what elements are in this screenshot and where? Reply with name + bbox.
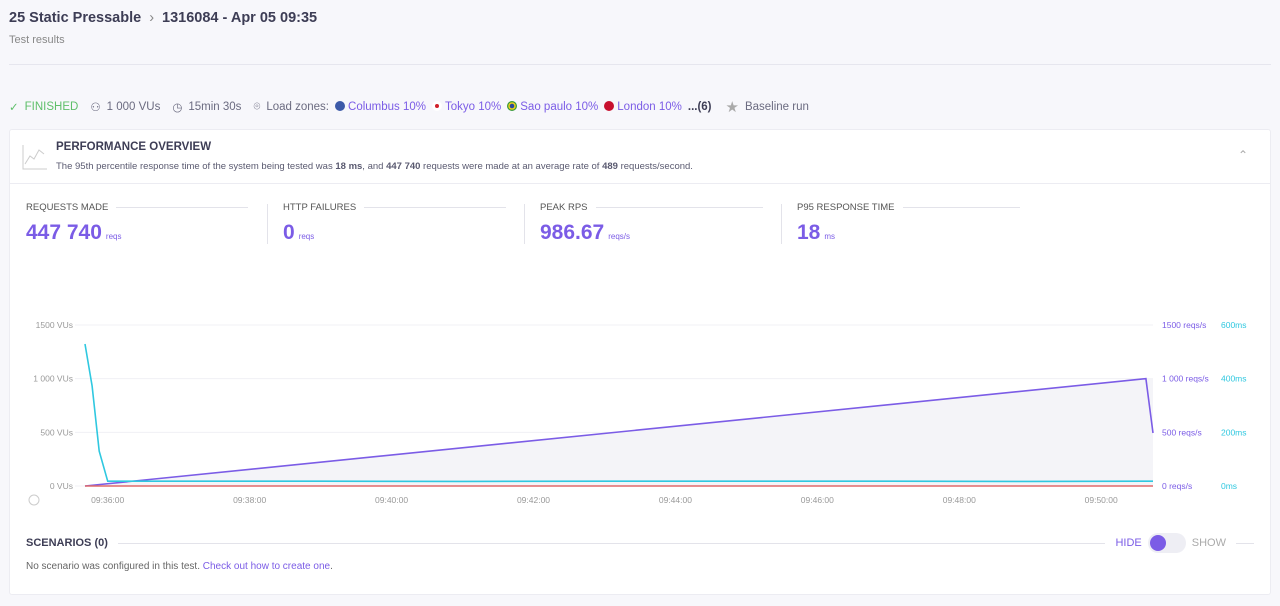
scenarios-title: SCENARIOS (0) [26, 537, 108, 549]
load-zone[interactable]: Columbus 10% [335, 101, 426, 113]
chart-icon [22, 145, 47, 170]
create-scenario-link[interactable]: Check out how to create one [202, 561, 331, 572]
uk-flag-icon [604, 101, 615, 111]
y-right-tick-label: 200ms [1221, 427, 1247, 437]
location-icon: ⌾ [253, 100, 261, 113]
overview-summary: The 95th percentile response time of the… [56, 161, 693, 172]
series-line-request-rate [84, 377, 1154, 487]
breadcrumb-run: 1316084 - Apr 05 09:35 [162, 10, 318, 26]
scenarios-toggle[interactable] [1147, 533, 1186, 553]
x-tick-label: 09:42:00 [517, 495, 550, 505]
load-zone[interactable]: Sao paulo 10% [507, 101, 598, 113]
x-tick-label: 09:46:00 [801, 495, 834, 505]
chevron-up-icon[interactable]: ⌃ [1237, 148, 1248, 162]
metric-requests: REQUESTS MADE 447 740 reqs [26, 202, 248, 245]
chevron-right-icon: › [149, 10, 155, 26]
duration: 15min 30s [188, 101, 242, 113]
breadcrumb-project[interactable]: 25 Static Pressable [9, 10, 142, 26]
y-tick-label: 500 VUs [40, 427, 73, 437]
baseline-run[interactable]: Baseline run [744, 101, 809, 113]
show-label[interactable]: SHOW [1191, 537, 1226, 549]
user-icon: ⚇ [90, 102, 101, 114]
divider [267, 204, 268, 244]
no-scenarios-text: No scenario was configured in this test.… [26, 561, 333, 572]
scenarios-header: SCENARIOS (0) HIDE SHOW [26, 533, 1254, 553]
breadcrumb: 25 Static Pressable › 1316084 - Apr 05 0… [9, 10, 317, 26]
x-tick-label: 09:40:00 [375, 495, 408, 505]
hide-label[interactable]: HIDE [1115, 537, 1142, 549]
divider [781, 204, 782, 244]
page-subtitle: Test results [9, 34, 65, 46]
y-right-tick-label: 1500 reqs/s [1162, 320, 1206, 330]
japan-flag-icon [432, 101, 442, 111]
check-circle-icon: ✓ [9, 102, 19, 114]
performance-card: PERFORMANCE OVERVIEW The 95th percentile… [9, 129, 1271, 595]
divider [524, 204, 525, 244]
more-zones[interactable]: ...(6) [687, 101, 712, 113]
page-header: 25 Static Pressable › 1316084 - Apr 05 0… [9, 10, 317, 46]
divider [9, 64, 1271, 65]
metric-http-failures: HTTP FAILURES 0 reqs [283, 202, 506, 245]
x-tick-label: 09:36:00 [91, 495, 124, 505]
load-zones-label: Load zones: [266, 101, 330, 113]
load-zone[interactable]: Tokyo 10% [432, 101, 501, 113]
clock-icon [28, 494, 40, 506]
x-tick-label: 09:44:00 [659, 495, 692, 505]
overview-title: PERFORMANCE OVERVIEW [56, 141, 212, 153]
metric-peak-rps: PEAK RPS 986.67 reqs/s [540, 202, 763, 245]
status-bar: ✓ FINISHED ⚇ 1 000 VUs ◷ 15min 30s ⌾ Loa… [9, 98, 809, 116]
performance-overview-header[interactable]: PERFORMANCE OVERVIEW The 95th percentile… [10, 130, 1270, 184]
y-tick-label: 1500 VUs [36, 320, 73, 330]
x-tick-label: 09:50:00 [1085, 495, 1118, 505]
y-tick-label: 1 000 VUs [33, 374, 73, 384]
metric-p95: P95 RESPONSE TIME 18 ms [797, 202, 1020, 245]
x-tick-label: 09:48:00 [943, 495, 976, 505]
load-zone[interactable]: London 10% [604, 101, 682, 113]
y-right-tick-label: 1 000 reqs/s [1162, 374, 1209, 384]
performance-chart[interactable]: 0 VUs 0 reqs/s 0ms 500 VUs 500 reqs/s 200ms 1 … [10, 130, 1272, 530]
us-flag-icon [335, 101, 346, 111]
clock-icon: ◷ [172, 102, 183, 114]
star-icon: ★ [725, 99, 739, 116]
vus-count: 1 000 VUs [106, 101, 161, 113]
x-tick-label: 09:38:00 [233, 495, 266, 505]
y-right-tick-label: 400ms [1221, 374, 1247, 384]
series-line-response-time [84, 343, 1154, 483]
status-badge: FINISHED [24, 101, 79, 113]
y-right-tick-label: 0 reqs/s [1162, 481, 1192, 491]
y-right-tick-label: 600ms [1221, 320, 1247, 330]
y-right-tick-label: 0ms [1221, 481, 1237, 491]
y-right-tick-label: 500 reqs/s [1162, 427, 1202, 437]
brazil-flag-icon [507, 101, 518, 111]
y-tick-label: 0 VUs [50, 481, 73, 491]
